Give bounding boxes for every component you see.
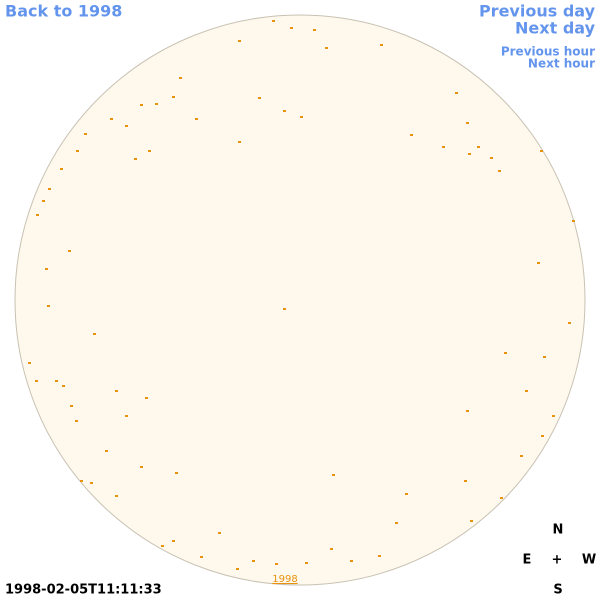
compass-south: S xyxy=(553,583,562,598)
sun-disk xyxy=(14,14,586,586)
map-label[interactable]: 1998 xyxy=(272,574,297,585)
timestamp: 1998-02-05T11:11:33 xyxy=(5,583,162,598)
previous-hour-link[interactable]: Previous hour xyxy=(501,45,595,59)
compass-center: + xyxy=(552,553,563,568)
previous-day-link[interactable]: Previous day xyxy=(479,2,596,21)
compass-east: E xyxy=(523,553,532,568)
compass-north: N xyxy=(553,523,564,538)
next-day-link[interactable]: Next day xyxy=(515,19,596,38)
compass-west: W xyxy=(582,553,596,568)
next-hour-link[interactable]: Next hour xyxy=(528,57,595,71)
back-link[interactable]: Back to 1998 xyxy=(5,2,122,21)
event-dots xyxy=(28,20,575,570)
